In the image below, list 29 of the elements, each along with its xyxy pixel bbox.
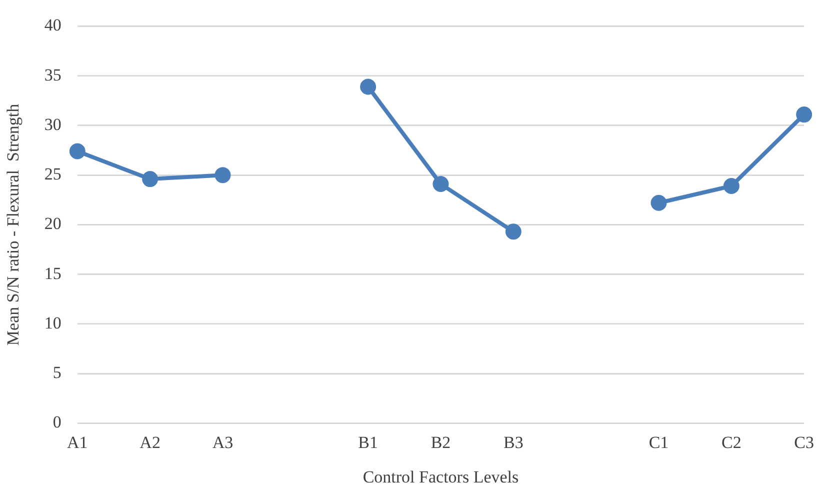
- x-tick-label: B2: [430, 432, 451, 452]
- y-tick-label: 15: [44, 264, 62, 283]
- y-tick-label: 20: [44, 214, 62, 234]
- y-axis-title: Mean S/N ratio - Flexural Strength: [4, 103, 23, 346]
- point: [214, 167, 231, 184]
- x-tick-label: A3: [212, 432, 234, 452]
- x-tick-label: B1: [358, 432, 378, 452]
- x-axis-title: Control Factors Levels: [362, 467, 519, 486]
- x-tick-label: C1: [648, 432, 669, 452]
- point: [796, 106, 812, 123]
- y-tick-label: 35: [44, 65, 62, 84]
- y-tick-label: 30: [44, 114, 62, 134]
- x-tick-label: A2: [140, 432, 160, 452]
- y-tick-label: 0: [52, 412, 62, 432]
- x-tick-label: C3: [794, 432, 814, 452]
- point: [432, 176, 449, 192]
- point: [723, 178, 740, 194]
- point: [69, 143, 86, 160]
- point: [142, 171, 158, 188]
- x-tick-label: C2: [721, 432, 742, 452]
- point: [505, 224, 522, 240]
- y-tick-label: 10: [44, 313, 62, 332]
- y-tick-label: 40: [44, 16, 62, 35]
- x-tick-label: B3: [503, 432, 524, 452]
- y-tick-label: 5: [52, 363, 62, 382]
- point: [360, 78, 376, 95]
- x-tick-label: A1: [67, 432, 88, 452]
- point: [650, 194, 667, 211]
- y-tick-label: 25: [44, 164, 62, 184]
